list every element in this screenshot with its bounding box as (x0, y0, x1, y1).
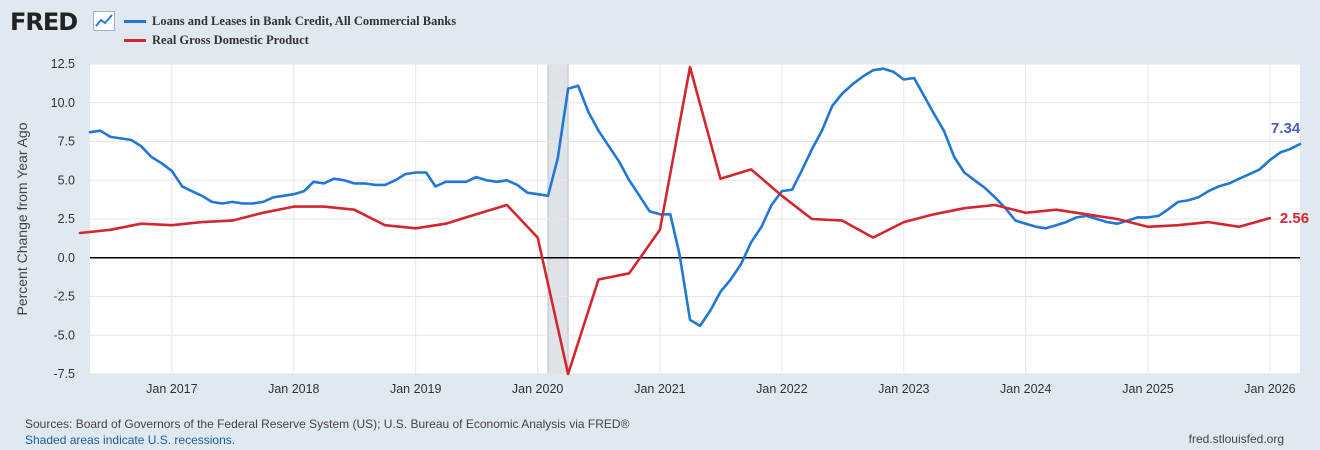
footer-notes: Sources: Board of Governors of the Feder… (25, 416, 629, 448)
y-tick-label-1: 10.0 (51, 96, 75, 110)
legend-item-gdp[interactable]: Real Gross Domestic Product (124, 31, 456, 50)
x-tick-label-9: Jan 2026 (1244, 382, 1295, 396)
y-tick-label-0: 12.5 (51, 57, 75, 71)
x-tick-label-1: Jan 2018 (268, 382, 319, 396)
x-tick-label-7: Jan 2024 (1000, 382, 1051, 396)
chart-trend-icon (93, 11, 115, 31)
x-tick-label-4: Jan 2021 (634, 382, 685, 396)
fred-logo[interactable]: FRED (10, 8, 78, 36)
chart-legend: Loans and Leases in Bank Credit, All Com… (124, 12, 456, 50)
x-tick-label-3: Jan 2020 (512, 382, 563, 396)
x-tick-label-0: Jan 2017 (146, 382, 197, 396)
y-tick-label-6: -2.5 (53, 290, 75, 304)
chart-header: FRED Loans and Leases in Bank Credit, Al… (0, 0, 1320, 55)
legend-label-gdp: Real Gross Domestic Product (152, 33, 309, 47)
y-tick-label-4: 2.5 (58, 212, 75, 226)
end-value-label-gdp: 2.56 (1280, 210, 1309, 227)
recession-note: Shaded areas indicate U.S. recessions. (25, 433, 236, 447)
legend-swatch-loans (124, 20, 146, 23)
x-tick-label-6: Jan 2023 (878, 382, 929, 396)
end-value-label-loans: 7.34 (1271, 120, 1301, 137)
x-tick-label-5: Jan 2022 (756, 382, 807, 396)
y-tick-label-7: -5.0 (53, 328, 75, 342)
legend-label-loans: Loans and Leases in Bank Credit, All Com… (152, 14, 457, 28)
site-link[interactable]: fred.stlouisfed.org (1188, 432, 1284, 446)
legend-item-loans[interactable]: Loans and Leases in Bank Credit, All Com… (124, 12, 456, 31)
y-axis-label: Percent Change from Year Ago (14, 122, 30, 315)
y-tick-label-8: -7.5 (53, 367, 75, 381)
y-tick-label-5: 0.0 (58, 251, 75, 265)
x-tick-label-2: Jan 2019 (390, 382, 441, 396)
x-tick-label-8: Jan 2025 (1122, 382, 1173, 396)
y-tick-label-3: 5.0 (58, 173, 75, 187)
legend-swatch-gdp (124, 39, 146, 42)
line-chart[interactable]: 12.5 10.0 7.5 5.0 2.5 0.0 -2.5 -5.0 -7.5 Jan 2017… (0, 0, 1320, 410)
y-tick-label-2: 7.5 (58, 135, 75, 149)
series-line-gdp (78, 65, 1272, 376)
sources-note: Sources: Board of Governors of the Feder… (25, 417, 630, 431)
series-line-loans (88, 67, 1302, 328)
